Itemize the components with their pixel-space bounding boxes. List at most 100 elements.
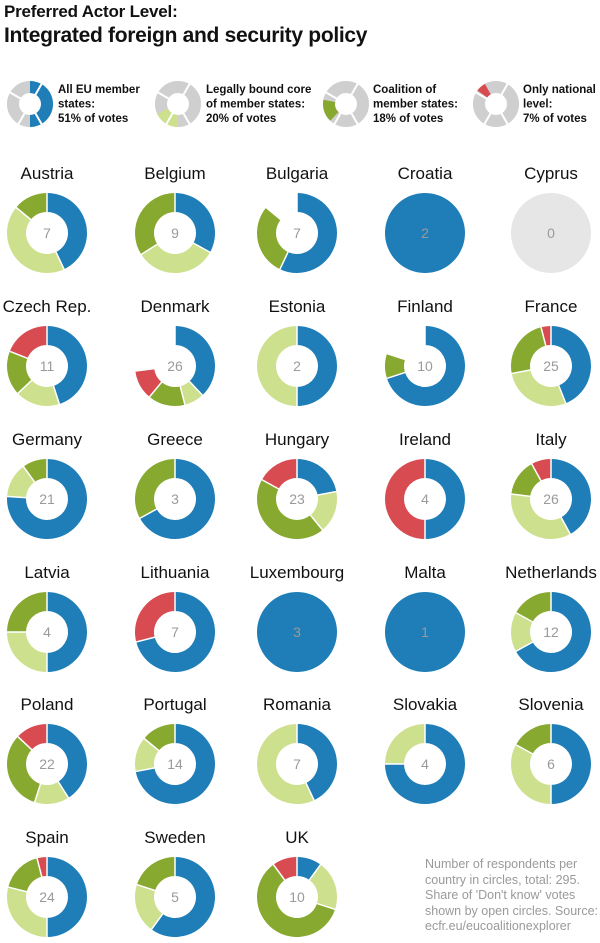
legend-label: Only national xyxy=(523,84,596,96)
country-label: Netherlands xyxy=(505,563,597,582)
slice-coalition xyxy=(515,592,551,622)
source-note: Number of respondents per country in cir… xyxy=(425,857,600,935)
legend-label: states: xyxy=(58,99,95,111)
legend-divider xyxy=(156,91,170,100)
legend-swatch xyxy=(323,99,339,121)
slice-core xyxy=(141,243,211,273)
donut-austria: Austria 7 xyxy=(7,164,87,273)
donut-lithuania: Lithuania 7 xyxy=(135,563,216,672)
slice-core xyxy=(511,493,571,539)
note-line: country in circles, total: 295. xyxy=(425,872,580,887)
legend-label: level: xyxy=(523,99,552,111)
donut-slovakia: Slovakia 4 xyxy=(384,695,465,804)
legend-divider xyxy=(350,82,359,96)
slice-all-eu xyxy=(135,724,216,804)
segment-divider xyxy=(179,385,186,406)
legend-divider xyxy=(17,112,26,126)
slice-all-eu xyxy=(515,592,592,672)
respondent-count: 10 xyxy=(289,889,305,905)
slice-core xyxy=(180,381,203,405)
slice-national xyxy=(531,459,551,481)
segment-divider xyxy=(315,902,337,911)
respondent-count: 5 xyxy=(171,889,179,905)
donut-czech-rep: Czech Rep. 11 xyxy=(3,297,92,406)
legend-item-all-eu: All EU member states: 51% of votes xyxy=(7,81,140,127)
respondent-count: 1 xyxy=(421,624,429,640)
country-label: Spain xyxy=(25,828,68,847)
slice-national xyxy=(37,857,47,877)
slice-coalition xyxy=(515,724,551,754)
segment-divider xyxy=(260,478,280,491)
slice-all-eu xyxy=(47,592,87,672)
respondent-count: 23 xyxy=(289,491,305,507)
respondent-count: 7 xyxy=(293,756,301,772)
segment-divider xyxy=(304,781,316,802)
slice-coalition xyxy=(257,479,323,540)
slice-coalition xyxy=(511,327,546,374)
segment-divider xyxy=(540,326,547,347)
slice-all-eu xyxy=(279,193,338,273)
slice-all-eu xyxy=(297,724,337,801)
respondent-count: 0 xyxy=(547,225,555,241)
respondent-count: 3 xyxy=(293,624,301,640)
segment-divider xyxy=(57,780,70,800)
note-line: ecfr.eu/eucoalitionexplorer xyxy=(425,919,571,933)
country-label: Malta xyxy=(404,563,446,582)
note-line: Number of respondents per xyxy=(425,857,578,871)
slice-all-eu xyxy=(256,592,337,672)
donut-croatia: Croatia 2 xyxy=(384,164,465,273)
slice-coalition xyxy=(23,459,47,483)
chart-title: Preferred Actor Level: xyxy=(4,2,178,21)
donut-romania: Romania 7 xyxy=(256,695,337,804)
slice-national xyxy=(9,326,47,359)
country-label: Finland xyxy=(397,297,453,316)
slice-dont-know xyxy=(510,193,591,273)
slice-core xyxy=(17,380,60,406)
respondent-count: 7 xyxy=(293,225,301,241)
slice-all-eu xyxy=(425,459,465,539)
country-label: Czech Rep. xyxy=(3,297,92,316)
slice-all-eu xyxy=(175,326,215,396)
slice-coalition xyxy=(7,736,41,803)
country-label: Italy xyxy=(535,430,567,449)
segment-divider xyxy=(385,352,407,361)
legend-divider xyxy=(34,112,43,126)
donut-germany: Germany 21 xyxy=(6,430,88,539)
segment-divider xyxy=(134,367,156,372)
donut-italy: Italy 26 xyxy=(510,430,591,539)
slice-coalition xyxy=(385,353,406,379)
slice-all-eu xyxy=(551,326,591,404)
legend-label: All EU member xyxy=(58,84,140,96)
segment-divider xyxy=(559,516,572,536)
country-label: Slovakia xyxy=(393,695,458,714)
country-label: Cyprus xyxy=(524,164,578,183)
slice-coalition xyxy=(257,207,289,270)
segment-divider xyxy=(510,369,532,375)
slice-core xyxy=(385,724,425,764)
donut-cyprus: Cyprus 0 xyxy=(510,164,591,273)
segment-divider xyxy=(142,737,161,752)
respondent-count: 6 xyxy=(547,756,555,772)
legend-swatch xyxy=(157,108,178,127)
legend-divider xyxy=(182,82,191,96)
respondent-count: 4 xyxy=(421,756,429,772)
slice-coalition xyxy=(135,459,175,519)
legend-divider xyxy=(350,112,359,126)
respondent-count: 2 xyxy=(293,358,301,374)
legend-item-core: Legally bound core of member states: 20% o… xyxy=(155,81,311,127)
country-label: Denmark xyxy=(141,297,210,316)
slice-national xyxy=(541,326,551,346)
donut-greece: Greece 3 xyxy=(135,430,216,539)
slice-core xyxy=(7,632,47,672)
slice-national xyxy=(135,592,175,642)
slice-national xyxy=(273,857,297,881)
slice-core xyxy=(256,724,315,804)
country-label: Poland xyxy=(21,695,74,714)
slice-all-eu xyxy=(385,724,465,804)
segment-divider xyxy=(309,513,324,532)
country-label: Luxembourg xyxy=(250,563,345,582)
respondent-count: 11 xyxy=(40,358,55,374)
slice-all-eu xyxy=(139,459,216,539)
segment-divider xyxy=(36,857,43,878)
